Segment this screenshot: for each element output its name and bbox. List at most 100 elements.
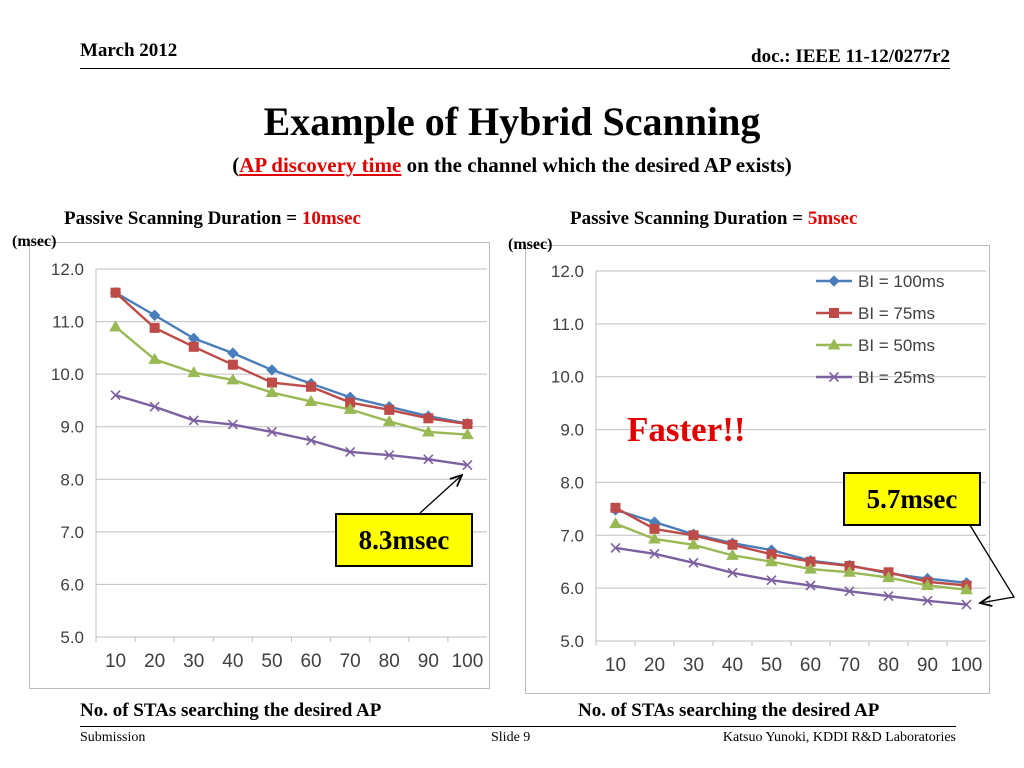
left-x-tick-label: 60 xyxy=(300,651,321,672)
right-heading-prefix: Passive Scanning Duration = xyxy=(570,208,808,229)
left-y-tick-label: 6.0 xyxy=(60,575,84,594)
right-legend-item: BI = 50ms xyxy=(816,336,935,355)
left-data-point xyxy=(188,415,199,426)
right-y-tick-label: 5.0 xyxy=(560,632,584,651)
right-x-tick-label: 70 xyxy=(839,655,860,676)
right-heading-value: 5msec xyxy=(807,208,858,229)
right-series-line xyxy=(615,546,967,606)
left-data-point xyxy=(148,352,162,364)
left-x-tick-label: 10 xyxy=(105,651,126,672)
right-chart-svg: 5.0 6.0 7.0 8.0 9.0 10.0 11.0 12.0 10 20 30 40 50 60 7… xyxy=(551,262,986,676)
right-series-bi50 xyxy=(609,517,973,595)
left-data-point xyxy=(265,386,279,398)
right-legend-marker xyxy=(829,308,839,318)
left-y-tick-label: 10.0 xyxy=(51,365,84,384)
right-data-point xyxy=(805,580,816,591)
left-data-point xyxy=(305,435,317,446)
right-legend-label: BI = 100ms xyxy=(858,272,944,291)
right-data-point xyxy=(961,599,972,610)
subtitle-highlight: AP discovery time xyxy=(239,153,402,177)
left-data-point xyxy=(461,428,474,440)
right-x-tick-label: 40 xyxy=(722,655,743,676)
left-data-point xyxy=(226,373,240,385)
right-legend-item: BI = 75ms xyxy=(816,304,935,323)
right-x-caption: No. of STAs searching the desired AP xyxy=(578,700,880,721)
right-x-tick-label: 10 xyxy=(605,655,626,676)
left-y-tick-label: 7.0 xyxy=(60,523,84,542)
left-chart: 5.0 6.0 7.0 8.0 9.0 10.0 11.0 12.0 10 20 30 40 50 60 7… xyxy=(29,242,490,689)
left-series-line xyxy=(115,394,468,467)
right-x-tick-label: 100 xyxy=(951,655,983,676)
right-y-tick-label: 9.0 xyxy=(560,421,584,440)
footer-submission: Submission xyxy=(80,730,146,745)
left-x-tick-label: 80 xyxy=(379,651,400,672)
right-callout-arrow xyxy=(967,521,1016,603)
footer-slide-number: Slide 9 xyxy=(491,730,531,745)
right-legend-item: BI = 25ms xyxy=(816,368,935,387)
left-data-point xyxy=(188,341,199,352)
right-chart: 5.0 6.0 7.0 8.0 9.0 10.0 11.0 12.0 10 20 30 40 50 60 7… xyxy=(525,245,990,694)
left-chart-heading: Passive Scanning Duration = 10msec xyxy=(64,208,361,230)
right-y-tick-label: 6.0 xyxy=(560,579,584,598)
left-data-point xyxy=(382,414,396,426)
left-data-point xyxy=(227,419,238,430)
right-data-point xyxy=(921,579,934,590)
right-x-tick-label: 50 xyxy=(761,655,782,676)
right-legend-label: BI = 50ms xyxy=(858,336,935,355)
left-series-bi50 xyxy=(109,320,474,440)
left-series-line xyxy=(114,325,468,436)
right-data-point xyxy=(922,595,933,606)
right-legend-label: BI = 25ms xyxy=(858,368,935,387)
left-y-tick-label: 5.0 xyxy=(60,628,84,647)
left-data-point xyxy=(148,309,161,321)
left-y-tick-label: 11.0 xyxy=(52,313,84,332)
left-x-tick-label: 30 xyxy=(183,651,204,672)
header-date: March 2012 xyxy=(80,40,178,61)
left-data-point xyxy=(304,394,318,406)
right-data-point xyxy=(687,538,700,550)
right-y-tick-label: 8.0 xyxy=(560,473,584,492)
right-y-tick-label: 11.0 xyxy=(552,315,584,334)
left-data-point xyxy=(343,402,357,414)
right-data-point xyxy=(960,583,973,595)
left-series-bi75 xyxy=(110,287,473,430)
right-data-point xyxy=(843,565,856,577)
left-series-line xyxy=(114,291,468,426)
right-x-tick-label: 20 xyxy=(644,655,665,676)
right-x-tick-label: 30 xyxy=(683,655,704,676)
right-data-point xyxy=(609,517,622,529)
left-callout-arrow xyxy=(419,475,462,514)
subtitle-open: ( xyxy=(232,153,240,177)
right-data-point xyxy=(844,586,855,597)
left-y-tick-label: 8.0 xyxy=(60,470,84,489)
left-data-point xyxy=(345,446,356,458)
right-x-tick-label: 60 xyxy=(800,655,821,676)
left-x-tick-label: 70 xyxy=(340,651,361,672)
right-chart-heading: Passive Scanning Duration = 5msec xyxy=(570,208,857,230)
subtitle-rest: on the channel which the desired AP exis… xyxy=(401,153,792,177)
right-series-line xyxy=(614,506,967,587)
right-x-tick-label: 80 xyxy=(878,655,899,676)
left-data-point xyxy=(227,347,239,359)
left-data-point xyxy=(384,450,395,461)
slide-title: Example of Hybrid Scanning xyxy=(263,99,761,144)
left-x-tick-label: 20 xyxy=(144,651,165,672)
right-y-tick-label: 12.0 xyxy=(551,262,584,281)
footer-author: Katsuo Yunoki, KDDI R&D Laboratories xyxy=(722,730,956,745)
left-data-point xyxy=(149,322,160,333)
right-legend-item: BI = 100ms xyxy=(816,272,944,291)
left-data-point xyxy=(462,460,473,471)
right-x-tick-label: 90 xyxy=(917,655,938,676)
left-data-point xyxy=(306,381,317,392)
left-series-bi25 xyxy=(110,390,473,471)
left-data-point xyxy=(266,364,278,376)
left-data-point xyxy=(423,454,434,465)
right-data-point xyxy=(727,567,738,578)
right-callout-value: 5.7msec xyxy=(843,472,981,526)
left-x-tick-label: 40 xyxy=(222,651,243,672)
right-series-bi25 xyxy=(610,542,972,610)
left-callout-value: 8.3msec xyxy=(335,513,473,567)
left-x-tick-label: 50 xyxy=(261,651,282,672)
right-data-point xyxy=(882,571,895,583)
